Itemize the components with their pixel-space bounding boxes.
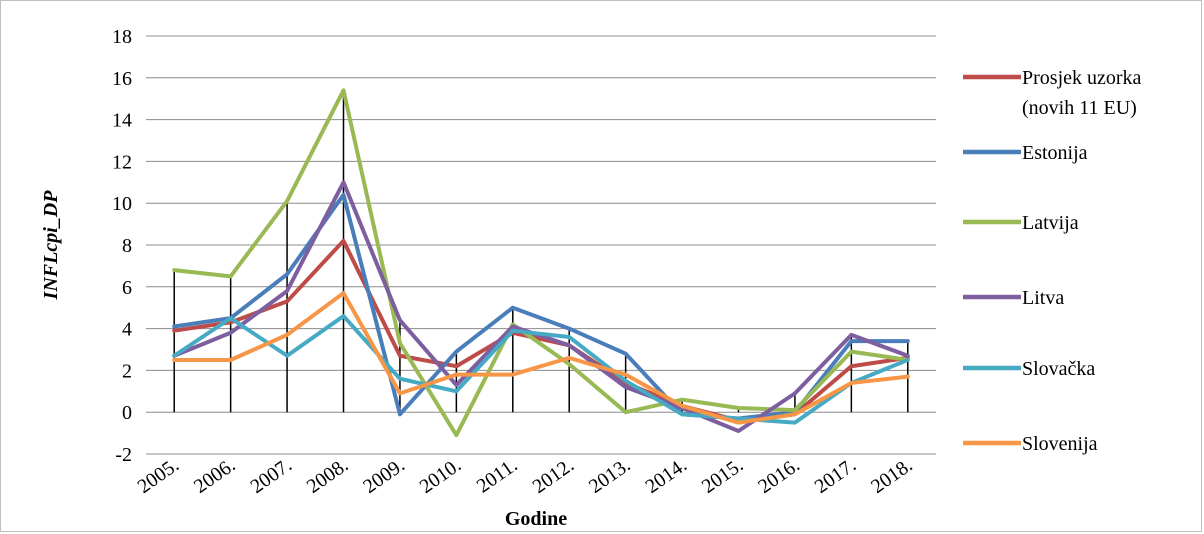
x-tick-label: 2013.	[585, 454, 634, 498]
x-tick-label: 2007.	[246, 454, 295, 498]
legend-label: Litva	[1022, 287, 1064, 309]
y-tick-label: 16	[112, 68, 132, 90]
series-lines	[172, 88, 910, 438]
x-tick-label: 2018.	[867, 454, 916, 498]
y-tick-label: 0	[122, 402, 132, 424]
y-tick-label: 4	[122, 319, 132, 341]
series-line-4	[172, 314, 910, 425]
y-tick-label: 12	[112, 151, 132, 173]
x-tick-label: 2008.	[303, 454, 352, 498]
y-tick-label: -2	[115, 444, 132, 466]
series-line-1	[172, 192, 910, 421]
y-tick-label: 10	[112, 193, 132, 215]
y-tick-label: 6	[122, 277, 132, 299]
x-tick-label: 2012.	[529, 454, 578, 498]
x-tick-label: 2016.	[754, 454, 803, 498]
x-tick-label: 2017.	[811, 454, 860, 498]
legend-label: Slovenija	[1022, 433, 1098, 455]
legend-label: Slovačka	[1022, 358, 1095, 380]
x-axis-title: Godine	[505, 508, 567, 530]
series-line-0	[172, 238, 910, 423]
legend: Prosjek uzorka (novih 11 EU) Estonija Latvi…	[963, 67, 1142, 455]
series-line-3	[172, 180, 910, 434]
y-tick-label: 2	[122, 360, 132, 382]
y-axis-tick-labels: -2 0 2 4 6 8 10 12 14 16 18	[112, 26, 132, 466]
legend-label: Prosjek uzorka (novih 11 EU)	[1022, 67, 1142, 119]
x-tick-label: 2006.	[190, 454, 239, 498]
x-tick-label: 2009.	[359, 454, 408, 498]
x-axis-tick-labels: 2005. 2006. 2007. 2008. 2009. 2010. 2011. 2012.…	[134, 454, 917, 498]
x-tick-label: 2010.	[416, 454, 465, 498]
x-tick-label: 2015.	[698, 454, 747, 498]
y-tick-label: 8	[122, 235, 132, 257]
drop-lines	[173, 90, 909, 413]
x-tick-label: 2011.	[473, 454, 522, 497]
y-tick-label: 18	[112, 26, 132, 48]
legend-label: Latvija	[1022, 212, 1079, 234]
y-tick-label: 14	[112, 110, 132, 132]
x-tick-label: 2014.	[641, 454, 690, 498]
gridlines	[146, 35, 936, 455]
x-tick-label: 2005.	[134, 454, 183, 498]
series-line-5	[172, 291, 910, 425]
series-line-2	[172, 88, 910, 438]
legend-label: Estonija	[1022, 142, 1088, 164]
y-axis-title: INFLcpi_DP	[40, 190, 62, 301]
